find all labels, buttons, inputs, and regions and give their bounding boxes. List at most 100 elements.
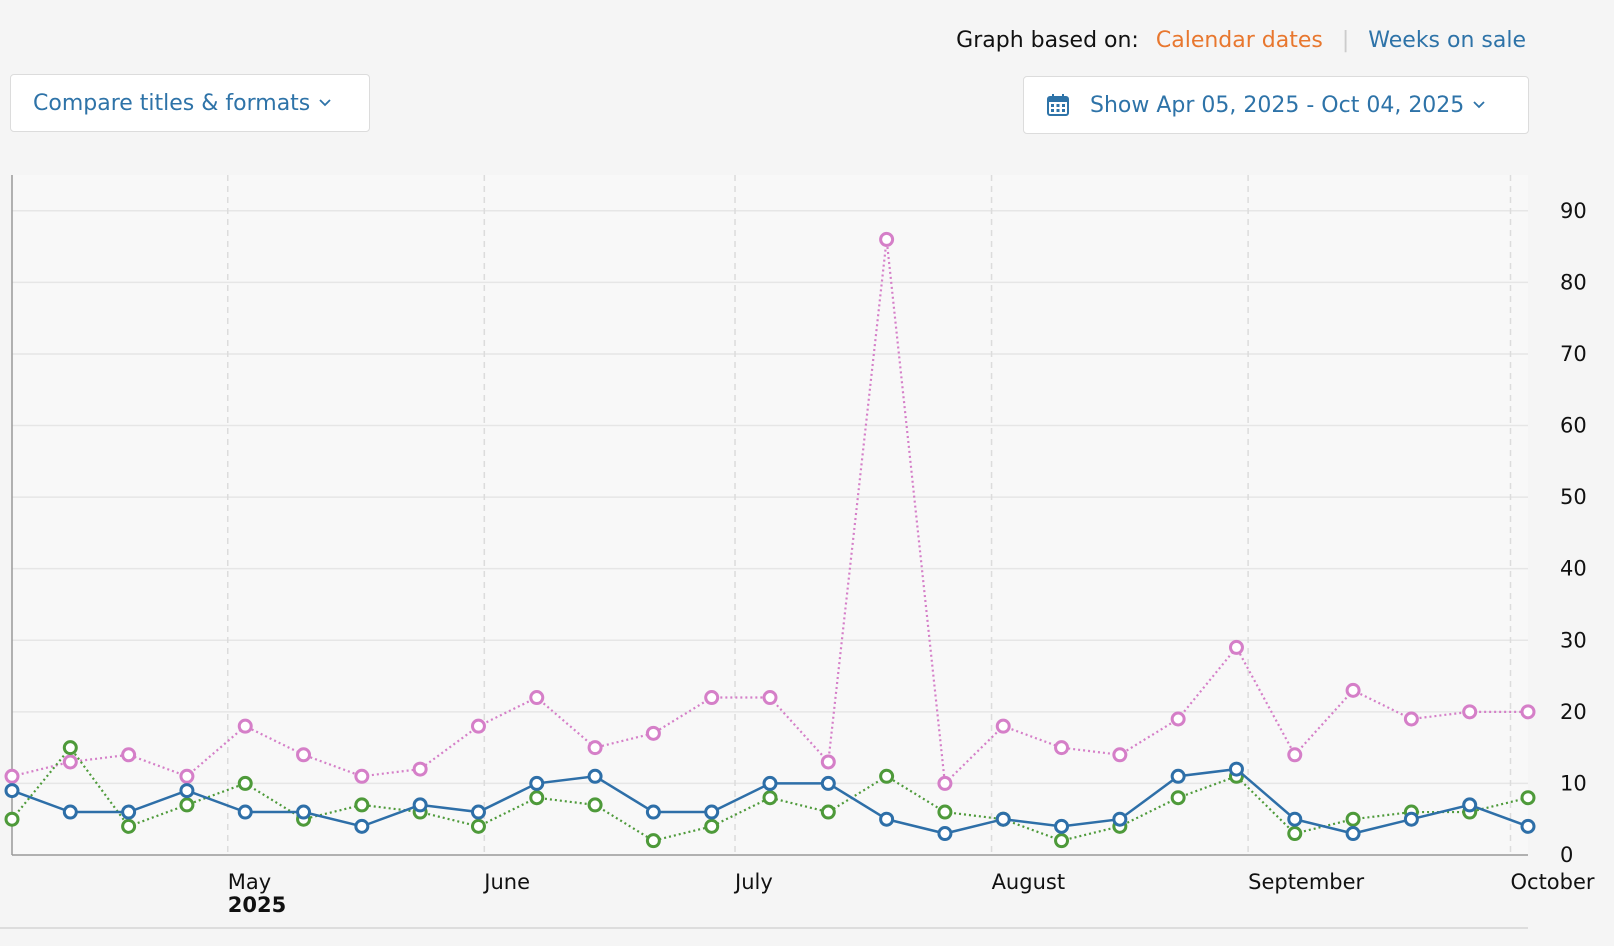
data-point	[587, 768, 603, 784]
data-point	[529, 690, 545, 706]
data-point	[354, 797, 370, 813]
data-point	[62, 754, 78, 770]
data-point	[762, 790, 778, 806]
graph-basis-selector: Graph based on: Calendar dates | Weeks o…	[956, 28, 1526, 53]
data-point	[179, 768, 195, 784]
data-point	[879, 768, 895, 784]
data-point	[1345, 826, 1361, 842]
plot-area	[12, 175, 1528, 855]
data-point	[1112, 747, 1128, 763]
data-point	[121, 818, 137, 834]
date-range-label: Show Apr 05, 2025 - Oct 04, 2025	[1090, 92, 1465, 118]
y-tick-label: 10	[1560, 771, 1587, 795]
data-point	[1403, 711, 1419, 727]
y-tick-label: 90	[1560, 199, 1587, 223]
y-tick-label: 60	[1560, 414, 1587, 438]
data-point	[4, 768, 20, 784]
data-point	[1054, 833, 1070, 849]
data-point	[470, 718, 486, 734]
chevron-down-icon	[1473, 101, 1485, 109]
data-point	[1520, 818, 1536, 834]
compare-button-label: Compare titles & formats	[33, 90, 311, 116]
data-point	[1112, 811, 1128, 827]
data-point	[937, 804, 953, 820]
date-range-button[interactable]: Show Apr 05, 2025 - Oct 04, 2025	[1023, 76, 1529, 134]
data-point	[62, 740, 78, 756]
data-point	[62, 804, 78, 820]
data-point	[820, 804, 836, 820]
x-tick-label: September	[1248, 870, 1364, 894]
data-point	[121, 747, 137, 763]
weeks-on-sale-option[interactable]: Weeks on sale	[1368, 28, 1526, 53]
data-point	[1462, 704, 1478, 720]
data-point	[937, 775, 953, 791]
data-point	[587, 797, 603, 813]
y-tick-label: 80	[1560, 270, 1587, 294]
x-tick-label: May	[228, 870, 271, 894]
x-tick-sublabel: 2025	[228, 893, 286, 917]
data-point	[1462, 797, 1478, 813]
data-point	[237, 804, 253, 820]
data-point	[820, 754, 836, 770]
data-point	[704, 804, 720, 820]
data-point	[704, 818, 720, 834]
data-point	[237, 718, 253, 734]
data-point	[879, 811, 895, 827]
y-tick-label: 20	[1560, 700, 1587, 724]
calendar-icon	[1047, 94, 1069, 116]
y-tick-label: 30	[1560, 628, 1587, 652]
data-point	[1170, 790, 1186, 806]
option-separator: |	[1341, 28, 1350, 53]
data-point	[1228, 639, 1244, 655]
data-point	[995, 718, 1011, 734]
data-point	[529, 790, 545, 806]
data-point	[237, 775, 253, 791]
data-point	[4, 783, 20, 799]
x-tick-label: August	[992, 870, 1066, 894]
data-point	[879, 231, 895, 247]
data-point	[412, 797, 428, 813]
series-series-b	[4, 761, 1536, 842]
data-point	[412, 761, 428, 777]
y-tick-label: 50	[1560, 485, 1587, 509]
data-point	[354, 768, 370, 784]
data-point	[1287, 747, 1303, 763]
y-tick-label: 0	[1560, 843, 1573, 867]
data-point	[1228, 761, 1244, 777]
data-point	[1170, 711, 1186, 727]
data-point	[1287, 811, 1303, 827]
compare-titles-formats-button[interactable]: Compare titles & formats	[10, 74, 370, 132]
data-point	[1054, 818, 1070, 834]
chevron-down-icon	[319, 99, 331, 107]
data-point	[587, 740, 603, 756]
y-tick-label: 70	[1560, 342, 1587, 366]
data-point	[762, 775, 778, 791]
data-point	[121, 804, 137, 820]
data-point	[820, 775, 836, 791]
data-point	[354, 818, 370, 834]
calendar-dates-option[interactable]: Calendar dates	[1155, 28, 1323, 53]
x-tick-label: October	[1511, 870, 1595, 894]
series-series-a	[4, 231, 1536, 791]
data-point	[179, 797, 195, 813]
x-tick-label: July	[733, 870, 773, 894]
data-point	[1345, 682, 1361, 698]
data-point	[179, 783, 195, 799]
data-point	[1345, 811, 1361, 827]
data-point	[296, 804, 312, 820]
data-point	[1054, 740, 1070, 756]
y-tick-label: 40	[1560, 557, 1587, 581]
data-point	[704, 690, 720, 706]
data-point	[1520, 790, 1536, 806]
data-point	[645, 804, 661, 820]
data-point	[645, 833, 661, 849]
data-point	[470, 818, 486, 834]
data-point	[1403, 811, 1419, 827]
data-point	[1520, 704, 1536, 720]
data-point	[995, 811, 1011, 827]
graph-based-on-label: Graph based on:	[956, 28, 1139, 53]
data-point	[529, 775, 545, 791]
data-point	[645, 725, 661, 741]
data-point	[937, 826, 953, 842]
